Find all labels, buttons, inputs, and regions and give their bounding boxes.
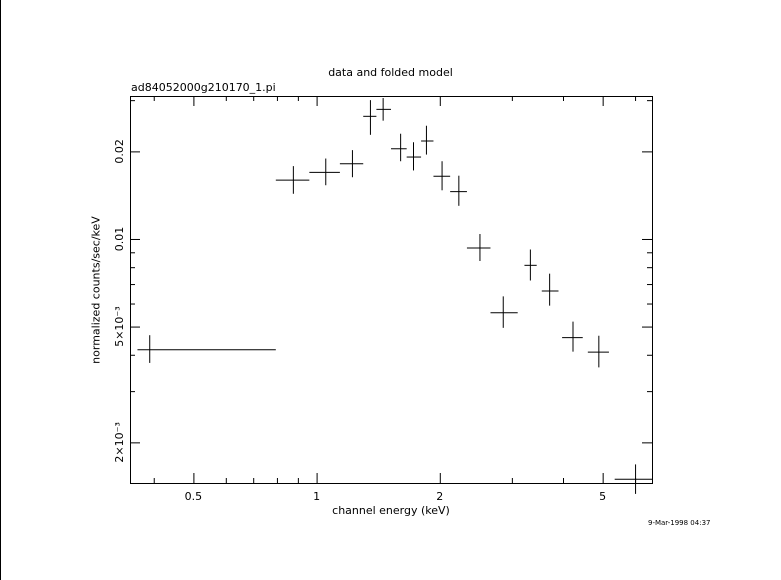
y-tick-label: 0.01	[113, 227, 126, 252]
data-point	[433, 161, 451, 191]
data-point	[466, 234, 491, 262]
data-point	[339, 150, 364, 178]
y-tick-label: 5×10⁻³	[113, 306, 126, 346]
data-point	[391, 133, 407, 162]
data-point	[541, 273, 559, 306]
x-tick-label: 0.5	[185, 490, 203, 503]
data-point	[309, 158, 340, 186]
plot-timestamp: 9-Mar-1998 04:37	[648, 519, 711, 527]
data-point	[376, 98, 392, 121]
data-point	[524, 249, 537, 281]
y-axis-label: normalized counts/sec/keV	[89, 216, 103, 364]
data-point	[490, 296, 518, 328]
y-tick-label: 0.02	[113, 139, 126, 164]
data-points	[137, 98, 652, 494]
axis-tick-labels: 0.5 1 2 5 2×10⁻³ 5×10⁻³ 0.01 0.02	[113, 139, 606, 503]
plot-frame	[130, 96, 653, 484]
data-point	[363, 100, 377, 135]
data-point	[406, 142, 422, 171]
x-tick-label: 5	[599, 490, 606, 503]
chart-subtitle: ad84052000g210170_1.pi	[131, 81, 276, 94]
x-tick-label: 1	[313, 490, 320, 503]
data-point	[421, 125, 434, 155]
data-point	[137, 335, 276, 363]
y-tick-label: 2×10⁻³	[113, 422, 126, 462]
axis-ticks	[130, 96, 652, 483]
window-left-border	[0, 0, 1, 580]
x-tick-label: 2	[436, 490, 443, 503]
data-point	[587, 335, 609, 368]
chart-title: data and folded model	[328, 66, 453, 79]
x-axis-label: channel energy (keV)	[332, 504, 450, 517]
data-point	[275, 166, 310, 194]
data-point	[614, 464, 652, 494]
data-point	[562, 321, 583, 352]
data-point	[450, 175, 467, 206]
